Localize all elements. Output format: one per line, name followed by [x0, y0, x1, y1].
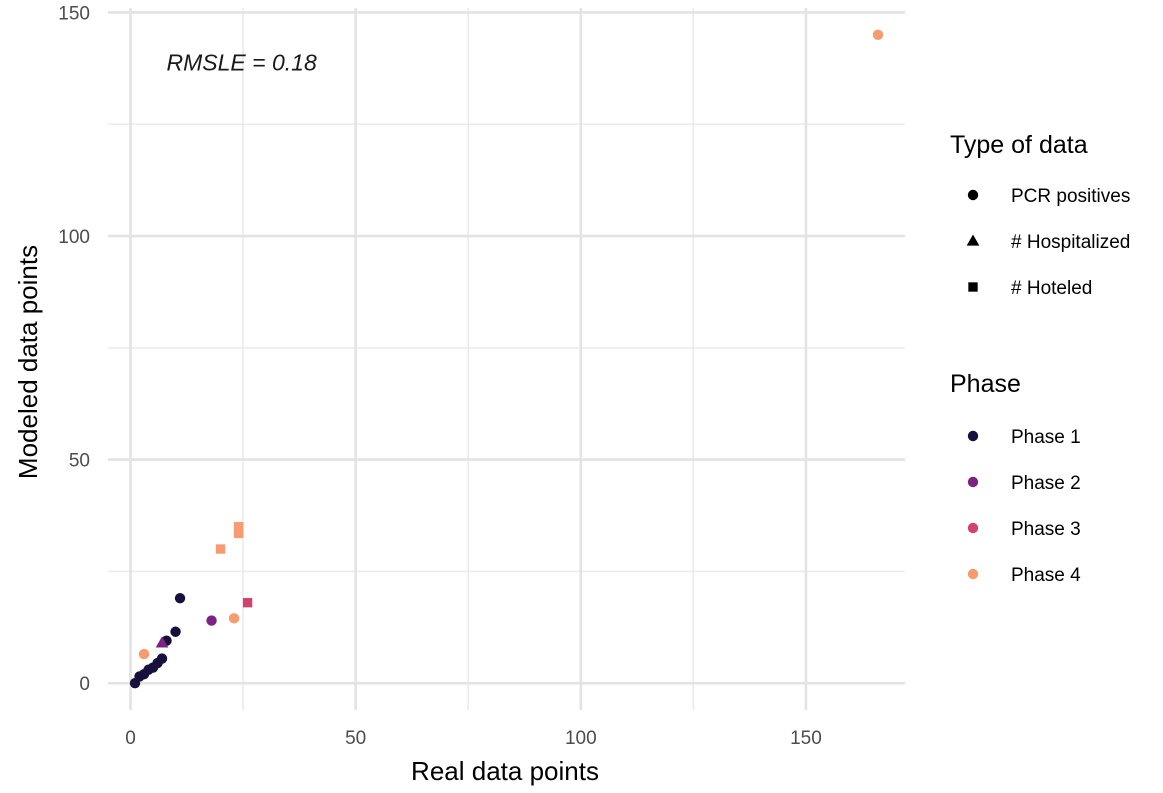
legend-key-square — [968, 282, 978, 292]
legend-label: # Hoteled — [1011, 278, 1092, 299]
data-point-square — [233, 521, 244, 532]
data-point-circle — [206, 615, 217, 626]
legend-key-triangle — [966, 234, 980, 246]
y-tick-label: 100 — [58, 227, 90, 248]
data-point-circle — [170, 626, 181, 637]
x-tick-label: 0 — [125, 728, 136, 749]
legend: Type of data PCR positives # Hospitalized #… — [950, 131, 1130, 586]
data-point-circle — [138, 648, 150, 660]
legend-label: Phase 3 — [1011, 519, 1081, 540]
legend-title: Type of data — [950, 131, 1088, 159]
legend-label: Phase 2 — [1011, 473, 1081, 494]
legend-label: # Hospitalized — [1011, 232, 1130, 253]
tick-labels: 0 50 100 150 0 50 100 150 — [58, 3, 821, 749]
x-tick-label: 150 — [790, 728, 822, 749]
y-axis-title: Modeled data points — [13, 245, 43, 479]
data-point-square — [242, 598, 253, 608]
legend-key-circle — [967, 189, 979, 201]
rmsle-annotation: RMSLE = 0.18 — [167, 50, 317, 76]
y-tick-label: 0 — [79, 674, 90, 695]
x-axis-title: Real data points — [411, 756, 599, 786]
legend-key-circle — [967, 568, 979, 580]
legend-label: Phase 4 — [1011, 565, 1081, 586]
data-points — [129, 29, 884, 689]
legend-title: Phase — [950, 370, 1021, 398]
data-point-triangle — [155, 636, 169, 648]
legend-key-circle — [967, 522, 979, 534]
legend-label: PCR positives — [1011, 186, 1130, 207]
data-point-square — [215, 544, 226, 554]
legend-key-circle — [967, 430, 979, 442]
data-point-circle — [228, 613, 240, 624]
y-tick-label: 150 — [58, 3, 90, 24]
data-point-circle — [872, 29, 884, 41]
grid-layer — [108, 8, 905, 710]
data-point-square — [233, 528, 244, 539]
x-tick-label: 100 — [565, 728, 597, 749]
x-tick-label: 50 — [345, 728, 366, 749]
legend-label: Phase 1 — [1011, 427, 1081, 448]
data-point-circle — [174, 593, 186, 604]
y-tick-label: 50 — [69, 451, 90, 472]
legend-key-circle — [967, 476, 979, 488]
data-point-circle — [156, 653, 168, 664]
